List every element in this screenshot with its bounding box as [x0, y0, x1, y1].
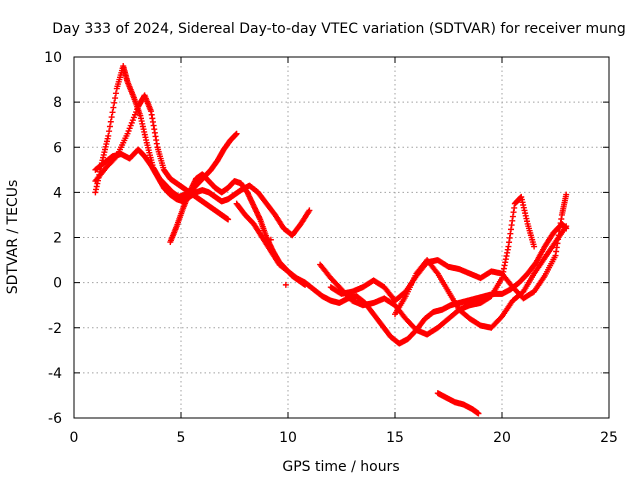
- data-point-marker: [233, 130, 240, 137]
- x-tick-label: 10: [279, 430, 297, 446]
- x-tick-label: 0: [70, 430, 79, 446]
- data-point-marker: [125, 128, 132, 135]
- data-point-marker: [129, 117, 136, 124]
- series-track-3: [92, 146, 313, 239]
- data-point-marker: [131, 111, 138, 118]
- points-layer: [92, 63, 570, 417]
- data-point-marker: [124, 130, 131, 137]
- series-track-5: [233, 200, 570, 347]
- y-tick-label: -4: [48, 366, 62, 382]
- data-point-marker: [105, 132, 112, 139]
- data-point-marker: [531, 243, 538, 250]
- y-tick-label: -6: [48, 411, 62, 427]
- data-point-marker: [225, 216, 232, 223]
- y-tick-label: 2: [53, 231, 62, 247]
- data-point-marker: [563, 191, 570, 198]
- y-tick-label: 4: [53, 185, 62, 201]
- y-axis-label: SDTVAR / TECUs: [5, 180, 21, 295]
- data-point-marker: [112, 90, 119, 97]
- x-tick-label: 15: [386, 430, 404, 446]
- series-track-9: [434, 390, 482, 417]
- data-point-marker: [106, 123, 113, 130]
- x-tick-label: 25: [600, 430, 618, 446]
- data-point-marker: [108, 114, 115, 121]
- data-point-marker: [133, 109, 140, 116]
- tick-layer: 0 5 10 15 20 25 -6 -4 -2 0 2 4 6 8 10: [44, 50, 618, 446]
- data-point-marker: [111, 99, 118, 106]
- y-tick-label: 10: [44, 50, 62, 66]
- data-point-marker: [112, 95, 119, 102]
- x-tick-label: 20: [493, 430, 511, 446]
- y-tick-label: 6: [53, 140, 62, 156]
- data-point-marker: [282, 281, 289, 288]
- x-axis-label: GPS time / hours: [282, 459, 399, 475]
- data-point-marker: [267, 236, 274, 243]
- series-track-7: [327, 191, 570, 304]
- y-tick-label: -2: [48, 321, 62, 337]
- series-outliers: [267, 236, 289, 288]
- data-point-marker: [110, 104, 117, 111]
- data-point-marker: [306, 207, 313, 214]
- data-point-marker: [109, 109, 116, 116]
- data-point-marker: [106, 128, 113, 135]
- data-point-marker: [134, 106, 141, 113]
- data-point-marker: [128, 119, 135, 126]
- data-point-marker: [563, 223, 570, 230]
- data-point-marker: [107, 118, 114, 125]
- x-tick-label: 5: [177, 430, 186, 446]
- y-tick-label: 8: [53, 95, 62, 111]
- data-point-marker: [127, 122, 134, 129]
- data-point-marker: [130, 114, 137, 121]
- data-point-marker: [126, 125, 133, 132]
- series-track-1: [92, 63, 240, 200]
- series-track-8: [392, 223, 570, 331]
- data-point-marker: [475, 410, 482, 417]
- y-tick-label: 0: [53, 276, 62, 292]
- chart-title: Day 333 of 2024, Sidereal Day-to-day VTE…: [52, 21, 626, 37]
